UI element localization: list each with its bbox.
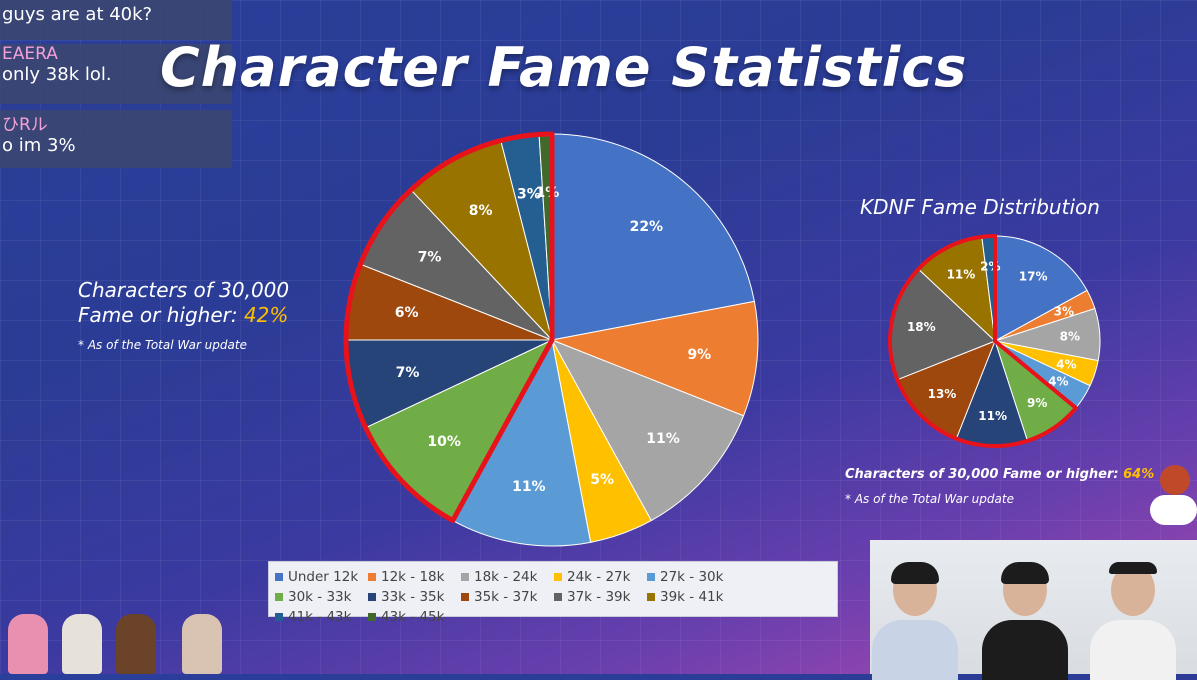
main-note-line2: Fame or higher: 42% <box>78 303 289 328</box>
legend-item: 27k - 30k <box>647 567 740 587</box>
legend-label: 24k - 27k <box>567 569 631 585</box>
legend-label: Under 12k <box>288 569 359 585</box>
legend-item: 24k - 27k <box>554 567 647 587</box>
legend-label: 27k - 30k <box>660 569 724 585</box>
kdnf-chart-title: KDNF Fame Distribution <box>860 195 1100 219</box>
legend-swatch <box>368 613 376 621</box>
chat-message-text: guys are at 40k? <box>2 4 153 25</box>
main-note-line1: Characters of 30,000 <box>78 278 290 302</box>
kdnf-note-prefix: Characters of 30,000 Fame or higher: <box>845 467 1124 482</box>
legend-swatch <box>461 593 469 601</box>
kdnf-note: Characters of 30,000 Fame or higher: 64%… <box>845 467 1154 506</box>
legend-item: 37k - 39k <box>554 587 647 607</box>
legend-swatch <box>461 573 469 581</box>
legend-label: 39k - 41k <box>660 589 724 605</box>
legend-swatch <box>647 573 655 581</box>
streamer-3 <box>1090 562 1176 680</box>
legend-item: 39k - 41k <box>647 587 740 607</box>
chat-message: ひRル o im 3% <box>0 110 232 168</box>
sprite-character <box>62 614 102 674</box>
legend-swatch <box>275 573 283 581</box>
legend-item: 18k - 24k <box>461 567 554 587</box>
legend-label: 35k - 37k <box>474 589 538 605</box>
main-note-footnote: * As of the Total War update <box>78 338 247 352</box>
kdnf-note-line: Characters of 30,000 Fame or higher: 64% <box>845 467 1154 482</box>
legend-label: 41k - 43k <box>288 609 352 625</box>
legend-item: 30k - 33k <box>275 587 368 607</box>
legend-swatch <box>368 593 376 601</box>
legend-item: 35k - 37k <box>461 587 554 607</box>
legend-swatch <box>368 573 376 581</box>
legend-label: 43k - 45k <box>381 609 445 625</box>
webcam-overlay <box>870 540 1197 680</box>
legend-item: 33k - 35k <box>368 587 461 607</box>
legend-label: 37k - 39k <box>567 589 631 605</box>
legend-swatch <box>647 593 655 601</box>
character-sprites <box>0 600 250 674</box>
chat-message-text: only 38k lol. <box>2 64 112 85</box>
kdnf-note-footnote: * As of the Total War update <box>845 492 1014 506</box>
legend-label: 12k - 18k <box>381 569 445 585</box>
legend-item: 41k - 43k <box>275 607 368 627</box>
streamer-2 <box>982 562 1068 680</box>
chat-message: EAERA only 38k lol. <box>0 44 232 104</box>
chat-username: EAERA <box>2 44 58 64</box>
legend-swatch <box>554 573 562 581</box>
sprite-character <box>182 614 222 674</box>
main-note-prefix: Fame or higher: <box>78 303 244 327</box>
mascot-sprite <box>1150 465 1197 535</box>
legend-swatch <box>275 593 283 601</box>
legend-swatch <box>554 593 562 601</box>
chat-username: ひRル <box>2 115 48 135</box>
page-title: Character Fame Statistics <box>160 36 968 99</box>
legend-swatch <box>275 613 283 621</box>
legend-item: 43k - 45k <box>368 607 461 627</box>
streamer-1 <box>872 562 958 680</box>
legend-item: 12k - 18k <box>368 567 461 587</box>
chat-message-text: o im 3% <box>2 135 76 156</box>
legend-label: 18k - 24k <box>474 569 538 585</box>
chart-legend: Under 12k 12k - 18k 18k - 24k 24k - 27k 27k … <box>268 561 838 625</box>
main-note: Characters of 30,000 Fame or higher: 42%… <box>78 278 289 352</box>
chat-message: guys are at 40k? <box>0 0 232 40</box>
legend-item: Under 12k <box>275 567 368 587</box>
legend-label: 30k - 33k <box>288 589 352 605</box>
sprite-character <box>116 614 156 674</box>
kdnf-note-pct: 64% <box>1123 467 1155 482</box>
legend-label: 33k - 35k <box>381 589 445 605</box>
sprite-character <box>8 614 48 674</box>
main-note-pct: 42% <box>243 303 289 327</box>
